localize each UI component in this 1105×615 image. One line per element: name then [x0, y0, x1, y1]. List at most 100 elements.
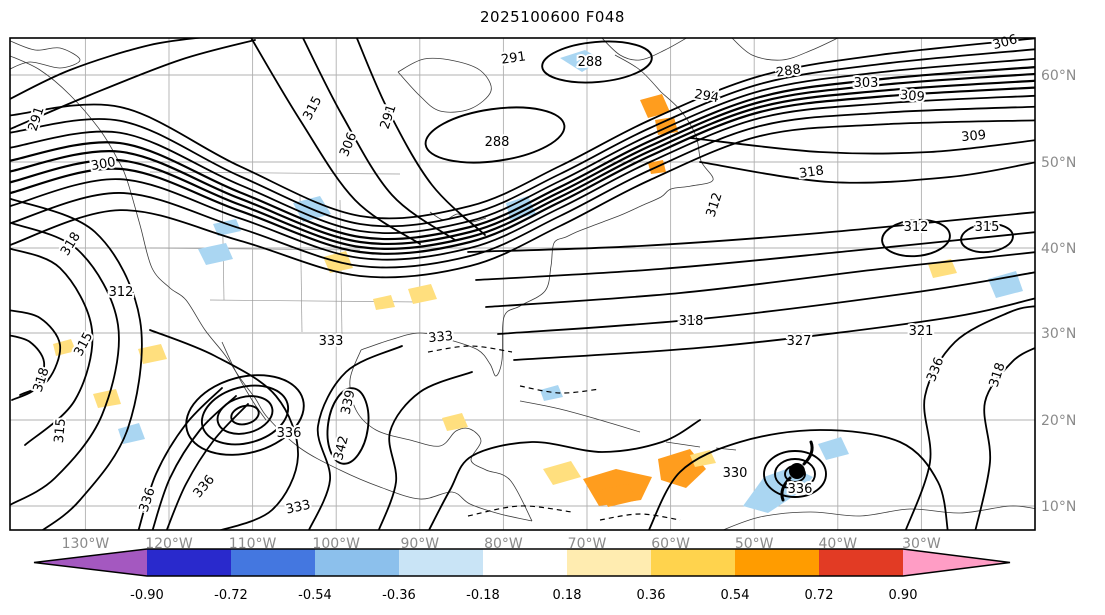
colorbar-right-arrow [903, 549, 1010, 576]
contour-line-dashed [468, 506, 572, 516]
colorbar-tick-label: -0.72 [214, 588, 248, 603]
contour-label: 336 [191, 472, 218, 501]
colorbar-segment [147, 549, 231, 576]
contour-line [356, 36, 485, 235]
contour-label: 336 [788, 482, 813, 497]
lat-tick-label: 40°N [1041, 241, 1076, 257]
contour-label: 333 [319, 334, 344, 349]
contour-line [975, 347, 1037, 532]
contour-label: 336 [277, 426, 302, 441]
contour-line [378, 372, 472, 532]
contour-label: 342 [331, 434, 352, 462]
contour-label: 288 [578, 55, 603, 70]
contour-label: 330 [723, 466, 748, 481]
contour-label: 288 [775, 62, 802, 80]
contour-label: 306 [337, 130, 360, 159]
contour-line-dashed [428, 346, 512, 352]
contour-line [8, 222, 119, 505]
shaded-patch-y [93, 389, 121, 408]
shaded-patch-lb [198, 243, 233, 265]
lon-tick-label: 130°W [62, 536, 110, 552]
colorbar-tick-label: 0.54 [721, 588, 750, 603]
colorbar-segment [399, 549, 483, 576]
contour-line [905, 306, 1037, 532]
contour-label: 315 [300, 94, 325, 123]
contour-label: 315 [52, 418, 69, 444]
shaded-patch-y [408, 284, 437, 304]
colorbar-tick-label: -0.18 [466, 588, 500, 603]
contour-label: 312 [109, 285, 134, 300]
contour-label: 318 [31, 366, 53, 394]
coastline [615, 55, 661, 92]
contour-map-figure: 3002913153062912882912882882943033093093… [0, 0, 1105, 615]
contour-label: 318 [58, 230, 84, 259]
contour-label: 315 [975, 220, 1000, 235]
cyclone-center-dot [789, 463, 805, 479]
contour-label: 300 [90, 155, 117, 174]
contour-line [308, 346, 402, 532]
contour-line-dashed [600, 514, 680, 520]
political-border [222, 185, 224, 300]
contour-line [152, 396, 236, 532]
contour-line [8, 74, 1037, 244]
contour-label: 288 [485, 135, 510, 150]
contour-label: 333 [428, 329, 454, 346]
contour-label: 318 [798, 163, 825, 181]
contour-line [700, 162, 1037, 183]
closed-contour [177, 363, 313, 467]
colorbar-tick-label: -0.54 [298, 588, 332, 603]
colorbar-segment [315, 549, 399, 576]
colorbar-tick-label: -0.90 [130, 588, 164, 603]
shaded-patch-o [640, 94, 670, 118]
lat-tick-label: 50°N [1041, 155, 1076, 171]
closed-contour [213, 390, 276, 439]
shaded-patch-y [373, 295, 395, 310]
colorbar-segment [483, 549, 567, 576]
colorbar-segment [651, 549, 735, 576]
contour-label: 312 [704, 191, 726, 219]
shaded-patch-y [543, 461, 581, 485]
shaded-patch-lb [818, 437, 849, 460]
contour-label: 312 [904, 220, 929, 235]
contour-label: 291 [26, 105, 48, 133]
coastline [8, 40, 80, 70]
colorbar-left-arrow [34, 549, 147, 576]
contour-label: 309 [899, 88, 925, 105]
contour-lines [8, 36, 1037, 532]
colorbar-tick-label: 0.90 [889, 588, 918, 603]
lat-tick-label: 20°N [1041, 413, 1076, 429]
contour-label: 321 [909, 324, 934, 339]
colorbar-segment [231, 549, 315, 576]
shaded-anomaly-patches [53, 50, 1023, 513]
coastline [398, 58, 491, 112]
lat-tick-label: 10°N [1041, 499, 1076, 515]
colorbar-tick-label: -0.36 [382, 588, 416, 603]
colorbar-tick-label: 0.72 [805, 588, 834, 603]
lat-lon-grid [10, 38, 1035, 530]
contour-line [514, 298, 1037, 360]
contour-label: 294 [693, 87, 720, 106]
lat-tick-label: 60°N [1041, 68, 1076, 84]
contour-label: 291 [500, 49, 527, 67]
contour-line [8, 36, 215, 100]
contour-label: 336 [924, 355, 947, 384]
contour-label: 333 [285, 498, 312, 518]
coastline [350, 350, 532, 521]
coastlines [8, 36, 1037, 532]
contour-label: 309 [961, 128, 987, 145]
contour-label: 336 [137, 486, 159, 514]
coastline [730, 36, 842, 60]
lat-tick-label: 30°N [1041, 326, 1076, 342]
colorbar-segment [735, 549, 819, 576]
contour-label: 303 [854, 76, 879, 91]
colorbar-segment [567, 549, 651, 576]
contour-line [8, 38, 1037, 218]
coastline [666, 442, 700, 447]
colorbar: -0.90 -0.72 -0.54 -0.36 -0.18 0.18 0.36 0.54 0.7… [34, 549, 1010, 603]
map-border [10, 38, 1035, 530]
contour-label: 306 [991, 32, 1019, 53]
colorbar-tick-label: 0.36 [637, 588, 666, 603]
colorbar-tick-label: 0.18 [553, 588, 582, 603]
contour-line [498, 272, 1037, 334]
coastline [8, 55, 532, 521]
